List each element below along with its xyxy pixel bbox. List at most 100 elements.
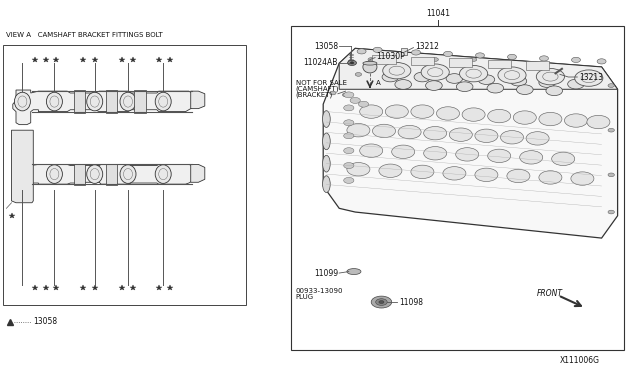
Circle shape	[372, 124, 396, 138]
Circle shape	[608, 128, 614, 132]
Bar	[526, 61, 549, 70]
Polygon shape	[12, 130, 33, 203]
Circle shape	[424, 147, 447, 160]
Text: 11098: 11098	[399, 298, 423, 307]
Circle shape	[488, 149, 511, 163]
Circle shape	[487, 83, 504, 93]
Circle shape	[344, 120, 354, 126]
Circle shape	[446, 74, 463, 83]
Text: A: A	[376, 80, 381, 86]
Circle shape	[344, 177, 354, 183]
Circle shape	[432, 58, 438, 61]
Ellipse shape	[363, 61, 377, 73]
Circle shape	[520, 151, 543, 164]
Circle shape	[508, 54, 516, 60]
Circle shape	[568, 79, 584, 89]
Polygon shape	[191, 164, 205, 182]
Circle shape	[330, 91, 336, 95]
Circle shape	[507, 169, 530, 183]
Ellipse shape	[323, 133, 330, 150]
Circle shape	[426, 81, 442, 90]
Circle shape	[462, 108, 485, 121]
Ellipse shape	[323, 176, 330, 193]
Text: 13058: 13058	[314, 42, 338, 51]
Circle shape	[476, 53, 484, 58]
Circle shape	[411, 165, 434, 179]
Circle shape	[456, 148, 479, 161]
Circle shape	[347, 163, 370, 176]
Polygon shape	[13, 162, 192, 196]
Circle shape	[498, 67, 526, 83]
Circle shape	[371, 296, 392, 308]
Bar	[449, 58, 472, 67]
Circle shape	[360, 144, 383, 157]
Circle shape	[449, 128, 472, 141]
Circle shape	[608, 173, 614, 177]
Circle shape	[571, 172, 594, 185]
Circle shape	[350, 97, 360, 103]
Polygon shape	[191, 91, 205, 109]
Circle shape	[344, 92, 354, 98]
Circle shape	[475, 129, 498, 142]
Circle shape	[373, 47, 382, 52]
Bar	[348, 60, 353, 62]
Circle shape	[488, 109, 511, 123]
Circle shape	[424, 126, 447, 140]
Ellipse shape	[15, 165, 31, 183]
Circle shape	[475, 168, 498, 182]
Circle shape	[552, 152, 575, 166]
Ellipse shape	[87, 165, 102, 183]
Text: 13058: 13058	[33, 317, 58, 326]
Circle shape	[575, 70, 603, 86]
Circle shape	[456, 82, 473, 92]
Ellipse shape	[155, 165, 172, 183]
Circle shape	[379, 164, 402, 177]
Circle shape	[539, 78, 556, 87]
Circle shape	[516, 85, 533, 94]
Circle shape	[436, 107, 460, 120]
Text: PLUG: PLUG	[296, 294, 314, 300]
Bar	[3, 45, 246, 305]
Bar	[134, 90, 146, 113]
Ellipse shape	[363, 61, 377, 65]
Circle shape	[395, 80, 412, 89]
Circle shape	[382, 72, 399, 82]
Circle shape	[510, 76, 527, 86]
Circle shape	[572, 57, 580, 62]
Circle shape	[347, 124, 370, 137]
Polygon shape	[13, 90, 192, 125]
Text: FRONT: FRONT	[536, 289, 563, 298]
Text: 00933-13090: 00933-13090	[296, 288, 343, 294]
Circle shape	[357, 49, 366, 54]
Circle shape	[500, 131, 524, 144]
Ellipse shape	[120, 165, 136, 183]
Circle shape	[587, 115, 610, 129]
Circle shape	[421, 64, 449, 80]
Circle shape	[379, 301, 384, 304]
Text: 11041: 11041	[426, 9, 451, 17]
Circle shape	[368, 58, 374, 61]
Circle shape	[444, 51, 452, 57]
Bar	[74, 164, 85, 185]
Circle shape	[513, 111, 536, 124]
Bar	[106, 90, 117, 113]
Circle shape	[411, 105, 434, 118]
Ellipse shape	[323, 111, 330, 128]
Circle shape	[344, 105, 354, 111]
Circle shape	[342, 93, 349, 97]
Ellipse shape	[15, 92, 31, 111]
Text: VIEW A   CAMSHAFT BRACKET FITTINGS BOLT: VIEW A CAMSHAFT BRACKET FITTINGS BOLT	[6, 32, 163, 38]
Circle shape	[470, 58, 477, 61]
Ellipse shape	[323, 155, 330, 172]
Circle shape	[539, 112, 562, 126]
Ellipse shape	[155, 92, 172, 111]
Circle shape	[344, 163, 354, 169]
Bar	[106, 164, 117, 185]
Text: (BRACKET): (BRACKET)	[296, 92, 333, 98]
Ellipse shape	[47, 92, 63, 111]
Ellipse shape	[47, 165, 63, 183]
Text: 13212: 13212	[415, 42, 438, 51]
Text: NOT FOR SALE: NOT FOR SALE	[296, 80, 347, 86]
Circle shape	[414, 72, 431, 82]
Circle shape	[392, 145, 415, 158]
